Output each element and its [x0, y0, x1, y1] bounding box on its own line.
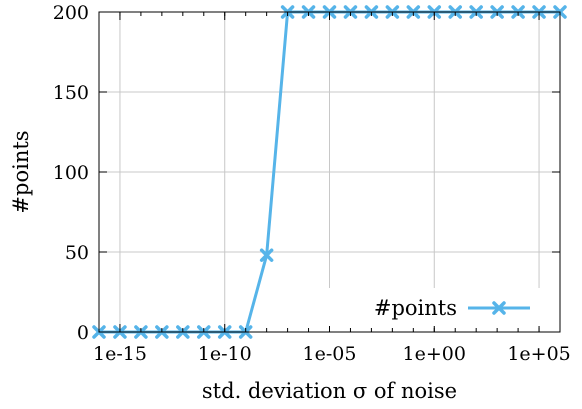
- x-tick-label: 1e-10: [198, 343, 252, 365]
- x-tick-label: 1e+05: [507, 343, 570, 365]
- x-axis-title: std. deviation σ of noise: [202, 379, 457, 403]
- x-tick-label: 1e+00: [403, 343, 466, 365]
- legend-label: #points: [374, 296, 457, 320]
- tick-labels: 0 50 100 150 200 1e-15 1e-10 1e-05 1e+00 1e+05: [53, 2, 571, 365]
- y-tick-label: 0: [77, 322, 89, 344]
- grid-lines: [99, 12, 560, 332]
- y-tick-label: 100: [53, 162, 89, 184]
- y-tick-label: 200: [53, 2, 89, 24]
- y-tick-label: 50: [65, 242, 89, 264]
- y-axis-title: #points: [9, 130, 33, 213]
- x-tick-label: 1e-15: [93, 343, 147, 365]
- axis-ticks: [98, 11, 561, 333]
- legend-marker-x: [492, 301, 506, 315]
- data-point-marker: [259, 248, 274, 262]
- legend: #points: [300, 288, 552, 326]
- y-tick-label: 150: [53, 82, 89, 104]
- legend-marker-icon: [492, 301, 506, 315]
- x-tick-label: 1e-05: [303, 343, 357, 365]
